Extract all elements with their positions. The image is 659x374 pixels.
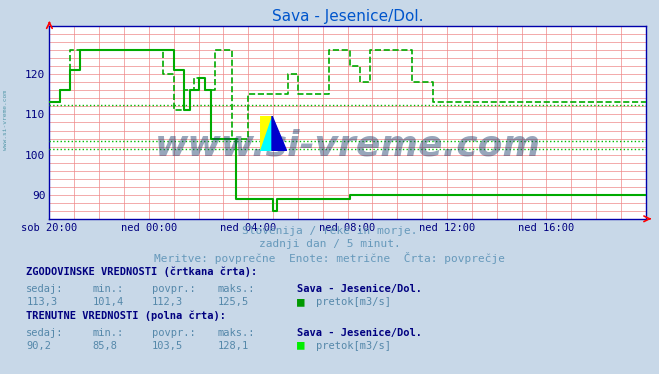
Text: maks.:: maks.:	[217, 328, 255, 338]
Text: ZGODOVINSKE VREDNOSTI (črtkana črta):: ZGODOVINSKE VREDNOSTI (črtkana črta):	[26, 266, 258, 277]
Text: povpr.:: povpr.:	[152, 285, 195, 294]
Text: ■: ■	[297, 295, 304, 308]
Text: sedaj:: sedaj:	[26, 285, 64, 294]
Polygon shape	[272, 116, 287, 151]
Text: www.si-vreme.com: www.si-vreme.com	[155, 129, 540, 163]
Text: povpr.:: povpr.:	[152, 328, 195, 338]
Text: 113,3: 113,3	[26, 297, 57, 307]
Polygon shape	[260, 116, 272, 151]
Text: 112,3: 112,3	[152, 297, 183, 307]
Text: Meritve: povprečne  Enote: metrične  Črta: povprečje: Meritve: povprečne Enote: metrične Črta:…	[154, 252, 505, 264]
Text: www.si-vreme.com: www.si-vreme.com	[3, 90, 8, 150]
Text: 125,5: 125,5	[217, 297, 248, 307]
Text: 128,1: 128,1	[217, 341, 248, 350]
Text: maks.:: maks.:	[217, 285, 255, 294]
Text: min.:: min.:	[92, 285, 123, 294]
Text: zadnji dan / 5 minut.: zadnji dan / 5 minut.	[258, 239, 401, 249]
Text: Slovenija / reke in morje.: Slovenija / reke in morje.	[242, 226, 417, 236]
Text: Sava - Jesenice/Dol.: Sava - Jesenice/Dol.	[297, 285, 422, 294]
Polygon shape	[260, 116, 272, 151]
Text: 103,5: 103,5	[152, 341, 183, 350]
Text: 90,2: 90,2	[26, 341, 51, 350]
Text: pretok[m3/s]: pretok[m3/s]	[316, 297, 391, 307]
Text: ■: ■	[297, 338, 304, 352]
Text: Sava - Jesenice/Dol.: Sava - Jesenice/Dol.	[297, 328, 422, 338]
Text: min.:: min.:	[92, 328, 123, 338]
Text: sedaj:: sedaj:	[26, 328, 64, 338]
Text: 101,4: 101,4	[92, 297, 123, 307]
Text: TRENUTNE VREDNOSTI (polna črta):: TRENUTNE VREDNOSTI (polna črta):	[26, 310, 226, 321]
Title: Sava - Jesenice/Dol.: Sava - Jesenice/Dol.	[272, 9, 423, 24]
Text: 85,8: 85,8	[92, 341, 117, 350]
Text: pretok[m3/s]: pretok[m3/s]	[316, 341, 391, 350]
